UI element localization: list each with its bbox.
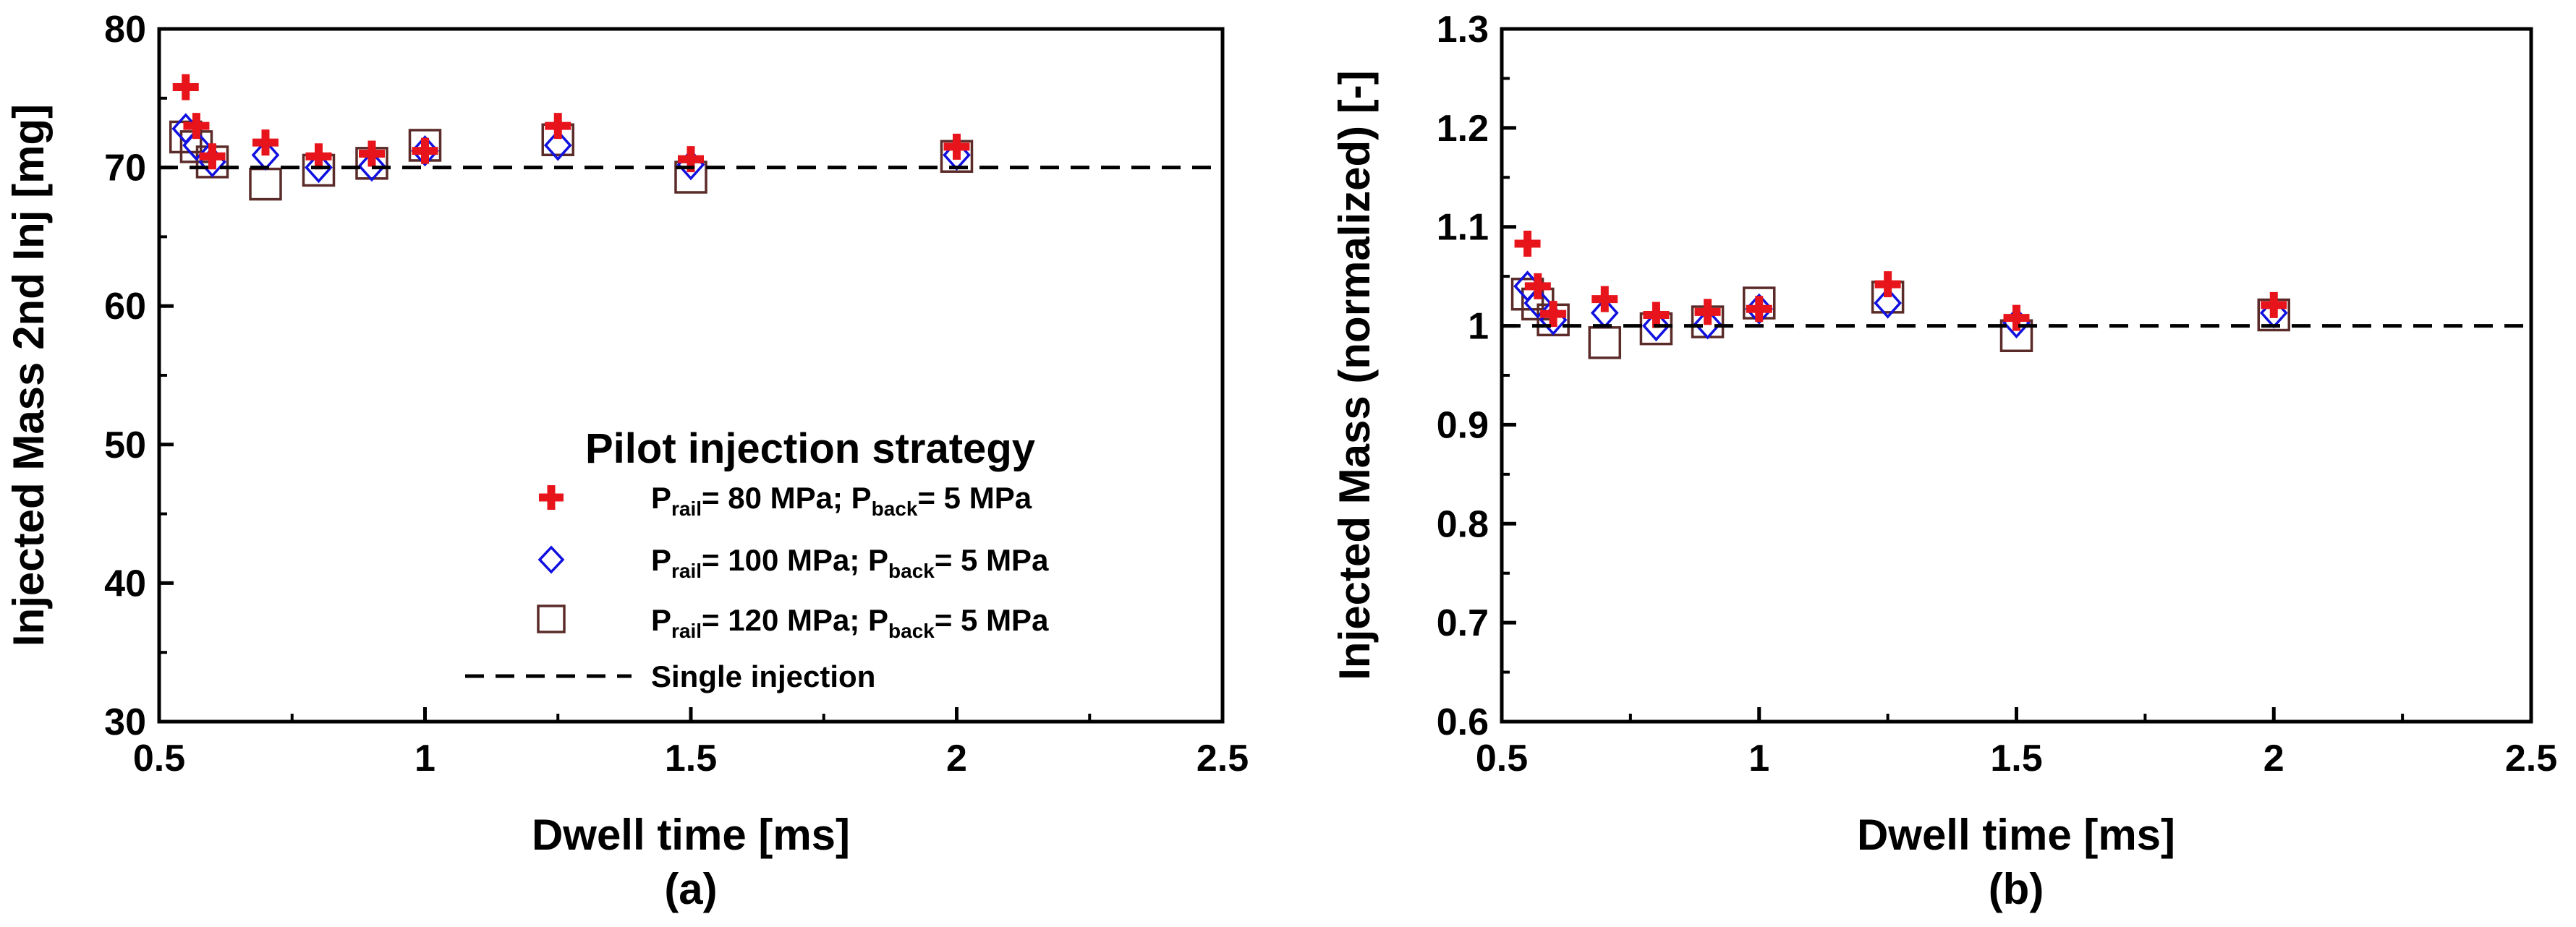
panel-a-plus-point bbox=[943, 133, 970, 160]
panel-b-diamond-point bbox=[1693, 308, 1722, 340]
panel-b-plot-frame bbox=[1500, 27, 2533, 724]
panel-b-plus-point bbox=[1524, 273, 1551, 299]
legend: Pilot injection strategy Prail= 80 MPa; … bbox=[465, 425, 1049, 693]
panel-b-x-tick-label: 0.5 bbox=[1476, 738, 1528, 779]
legend-item-100mpa: Prail= 100 MPa; Pback= 5 MPa bbox=[537, 543, 1049, 582]
panel-a-caption: (a) bbox=[664, 865, 717, 913]
panel-a-y-tick-label: 80 bbox=[104, 9, 146, 51]
panel-b-y-tick-label: 0.9 bbox=[1437, 404, 1489, 446]
panel-b-y-tick-label: 1.2 bbox=[1437, 108, 1489, 150]
panel-b-diamond-point bbox=[1745, 293, 1774, 325]
panel-b-diamond-point bbox=[1874, 287, 1902, 319]
panel-b-plus-point bbox=[1746, 296, 1772, 322]
legend-item-120mpa: Prail= 120 MPa; Pback= 5 MPa bbox=[537, 603, 1049, 642]
legend-label-80mpa: Prail= 80 MPa; Pback= 5 MPa bbox=[651, 481, 1032, 520]
panel-a-y-axis-title: Injected Mass 2nd Inj [mg] bbox=[4, 104, 53, 646]
panel-b-plus-point bbox=[2003, 304, 2030, 331]
panel-b-plus-point bbox=[1514, 230, 1541, 257]
panel-a-marks bbox=[169, 74, 974, 201]
panel-b-plus-point bbox=[1643, 302, 1670, 328]
panel-a-plus-point bbox=[412, 137, 438, 164]
panel-b-y-tick-label: 1 bbox=[1468, 306, 1489, 348]
panel-b-plus-point bbox=[2261, 291, 2287, 318]
legend-plus-marker bbox=[539, 485, 564, 510]
legend-label-100mpa: Prail= 100 MPa; Pback= 5 MPa bbox=[651, 543, 1049, 582]
panel-a-diamond-point bbox=[305, 151, 333, 184]
legend-diamond-marker bbox=[537, 545, 565, 574]
legend-item-80mpa: Prail= 80 MPa; Pback= 5 MPa bbox=[539, 481, 1032, 520]
panel-b-plus-point bbox=[1591, 286, 1618, 312]
panel-b-y-tick-label: 1.3 bbox=[1437, 9, 1489, 51]
legend-square-marker bbox=[537, 605, 566, 633]
legend-label-120mpa: Prail= 120 MPa; Pback= 5 MPa bbox=[651, 603, 1049, 642]
panel-b-square-point bbox=[1588, 326, 1622, 359]
panel-b-y-tick-label: 0.8 bbox=[1437, 503, 1489, 545]
panel-b-y-tick-label: 1.1 bbox=[1437, 207, 1489, 249]
panel-a-plus-point bbox=[172, 74, 199, 101]
panel-a-square-point bbox=[249, 167, 282, 201]
panel-b-y-tick-label: 0.7 bbox=[1437, 602, 1489, 644]
panel-a-x-tick-label: 1.5 bbox=[665, 738, 717, 779]
panel-b-x-tick-label: 1.5 bbox=[1990, 738, 2042, 779]
panel-a-x-tick-label: 0.5 bbox=[133, 738, 185, 779]
legend-item-single-injection: Single injection bbox=[465, 659, 875, 693]
legend-label-single-injection: Single injection bbox=[651, 659, 875, 693]
panel-a-y-tick-label: 50 bbox=[104, 424, 146, 466]
panel-a-x-tick-label: 2.5 bbox=[1196, 738, 1249, 779]
panel-b-plus-point bbox=[1694, 299, 1721, 325]
panel-b-plus-point bbox=[1540, 301, 1567, 328]
panel-b-x-tick-label: 1 bbox=[1748, 738, 1769, 779]
panel-a-plus-point bbox=[199, 143, 226, 170]
panel-b-x-tick-label: 2.5 bbox=[2505, 738, 2557, 779]
panel-a-x-axis-title: Dwell time [ms] bbox=[532, 811, 850, 859]
panel-a-diamond-point bbox=[411, 134, 439, 167]
panel-a-diamond-point bbox=[543, 129, 572, 161]
panel-b: 0.5 1 1.5 2 2.5 0.6 0.7 0.8 0.9 1 1.1 1.2 1.3 Dwell … bbox=[1330, 9, 2557, 913]
panel-b-plus-point bbox=[1874, 271, 1901, 298]
panel-b-caption: (b) bbox=[1989, 865, 2044, 913]
panel-a-plus-point bbox=[183, 113, 210, 140]
panel-a-plus-point bbox=[252, 129, 279, 156]
panel-a-plus-point bbox=[305, 143, 332, 170]
panel-a-plus-point bbox=[545, 113, 571, 140]
panel-a-ticks: 0.5 1 1.5 2 2.5 30 40 50 60 70 80 bbox=[104, 9, 1249, 779]
panel-b-diamond-point bbox=[1523, 287, 1552, 319]
panel-b-ticks: 0.5 1 1.5 2 2.5 0.6 0.7 0.8 0.9 1 1.1 1.2 1.3 bbox=[1437, 9, 2557, 779]
panel-a-x-tick-label: 1 bbox=[415, 738, 435, 779]
panel-a-y-tick-label: 40 bbox=[104, 563, 146, 605]
panel-a-y-tick-label: 30 bbox=[104, 701, 146, 743]
panel-a-y-tick-label: 60 bbox=[104, 286, 146, 328]
legend-title: Pilot injection strategy bbox=[585, 425, 1035, 472]
panel-a-y-tick-label: 70 bbox=[104, 148, 146, 189]
panel-a-diamond-point bbox=[357, 150, 386, 182]
panel-b-y-tick-label: 0.6 bbox=[1437, 701, 1489, 743]
panel-a-plus-point bbox=[359, 140, 385, 167]
panel-b-diamond-point bbox=[1642, 309, 1670, 342]
panel-b-marks bbox=[1510, 230, 2290, 359]
panel-b-x-axis-title: Dwell time [ms] bbox=[1857, 811, 2175, 859]
panel-a-diamond-point bbox=[182, 129, 211, 161]
panel-b-y-axis-title: Injected Mass (normalized) [-] bbox=[1330, 70, 1379, 680]
panel-a-x-tick-label: 2 bbox=[946, 738, 967, 779]
panel-b-x-tick-label: 2 bbox=[2263, 738, 2284, 779]
panel-a-plot-frame bbox=[157, 27, 1225, 724]
